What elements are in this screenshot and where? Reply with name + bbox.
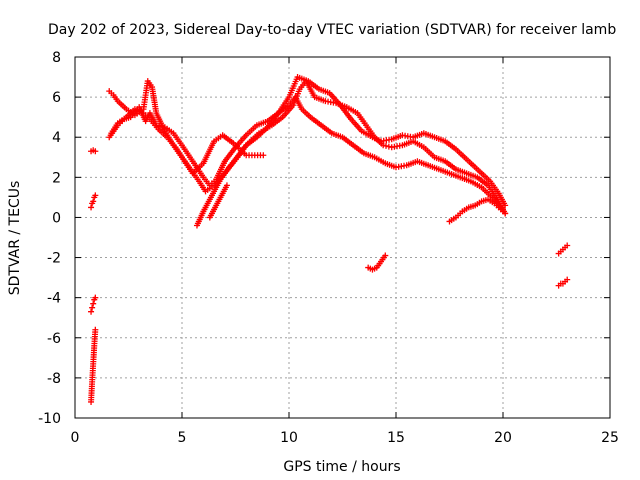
plot-frame bbox=[74, 56, 611, 419]
data-point bbox=[90, 198, 97, 205]
x-tick-label: 10 bbox=[280, 430, 298, 446]
y-tick-label: -2 bbox=[47, 251, 61, 267]
chart-title: Day 202 of 2023, Sidereal Day-to-day VTE… bbox=[48, 22, 616, 38]
y-tick-label: 8 bbox=[52, 50, 61, 66]
y-tick-label: 0 bbox=[52, 210, 61, 226]
data-point bbox=[92, 294, 99, 301]
x-tick-label: 15 bbox=[387, 430, 405, 446]
data-point bbox=[88, 204, 95, 211]
y-tick-label: -6 bbox=[47, 331, 61, 347]
y-tick-label: -10 bbox=[38, 411, 61, 427]
y-tick-label: -8 bbox=[47, 371, 61, 387]
data-points bbox=[88, 74, 571, 405]
data-point bbox=[88, 308, 95, 315]
data-point bbox=[564, 242, 571, 249]
data-point bbox=[90, 300, 97, 307]
x-tick-label: 25 bbox=[601, 430, 619, 446]
data-point bbox=[382, 252, 389, 259]
data-point bbox=[502, 202, 509, 209]
axis-ticks bbox=[74, 56, 611, 419]
x-tick-labels: 0 5 10 15 20 25 bbox=[71, 430, 619, 446]
data-point bbox=[502, 210, 509, 217]
x-tick-label: 5 bbox=[178, 430, 187, 446]
data-point bbox=[92, 148, 99, 155]
y-tick-label: -4 bbox=[47, 291, 61, 307]
data-point bbox=[385, 143, 392, 150]
data-point bbox=[223, 182, 230, 189]
y-tick-label: 6 bbox=[52, 90, 61, 106]
y-tick-labels: -10 -8 -6 -4 -2 0 2 4 6 8 bbox=[38, 50, 61, 427]
x-tick-label: 20 bbox=[494, 430, 512, 446]
x-axis-label: GPS time / hours bbox=[283, 459, 400, 475]
data-point bbox=[383, 142, 390, 149]
y-tick-label: 2 bbox=[52, 170, 61, 186]
data-point bbox=[89, 304, 96, 311]
grid-lines bbox=[75, 57, 610, 418]
data-point bbox=[92, 326, 99, 333]
data-point bbox=[564, 276, 571, 283]
data-point bbox=[260, 152, 267, 159]
x-tick-label: 0 bbox=[71, 430, 80, 446]
y-axis-label: SDTVAR / TECUs bbox=[7, 181, 23, 296]
data-point bbox=[92, 192, 99, 199]
y-tick-label: 4 bbox=[52, 130, 61, 146]
